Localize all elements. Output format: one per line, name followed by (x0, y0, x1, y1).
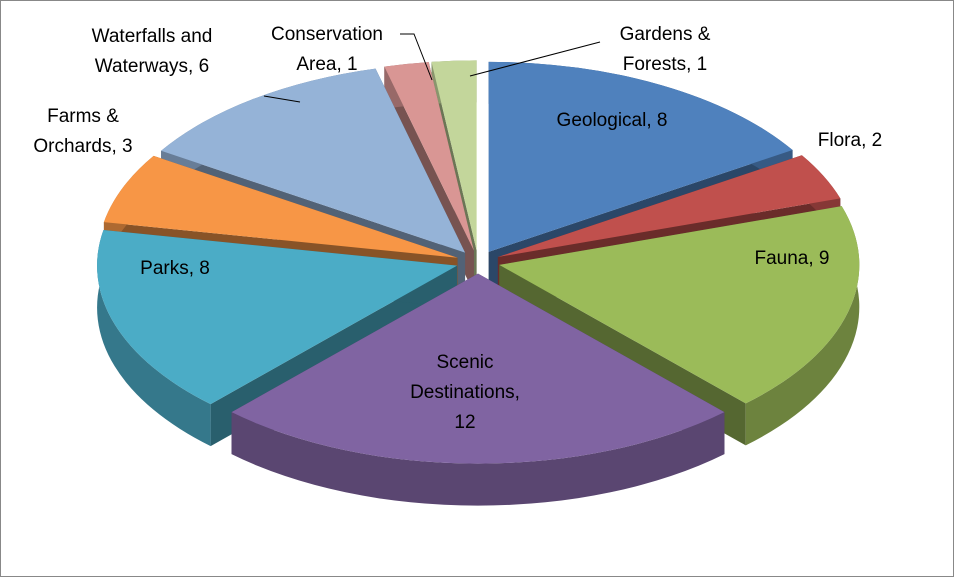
leader-line (263, 95, 301, 103)
data-label: Geological, 8 (557, 110, 668, 131)
data-label-line: Flora, 2 (818, 130, 882, 151)
data-label-line: Waterways, 6 (95, 56, 209, 77)
slice-top (97, 229, 458, 405)
slice-top (161, 68, 466, 253)
slice-top (497, 155, 841, 258)
data-label: Gardens & Forests, 1 (620, 24, 711, 75)
slice-wall (97, 229, 211, 447)
slice-top (488, 61, 793, 252)
data-label-line: Parks, 8 (140, 258, 210, 279)
slice-top (431, 60, 477, 251)
data-label-line: Orchards, 3 (33, 136, 132, 157)
leader-line (400, 33, 433, 81)
data-label-line: Fauna, 9 (755, 248, 830, 269)
data-label: Scenic Destinations, 12 (410, 352, 520, 433)
pie (97, 60, 860, 506)
slice-top (499, 206, 860, 404)
slice-top (384, 62, 474, 251)
slice-top (103, 155, 458, 258)
data-label-line: Waterfalls and (92, 26, 213, 47)
data-label-line: Gardens & (620, 24, 711, 45)
data-label: Parks, 8 (140, 258, 210, 279)
slice-wall (231, 412, 725, 506)
leader-lines (263, 33, 601, 103)
data-label-line: Geological, 8 (557, 110, 668, 131)
slice-top (231, 273, 725, 464)
data-labels: Geological, 8 Flora, 2 Fauna, 9 Scenic Desti… (33, 24, 882, 433)
leader-line (469, 41, 601, 77)
data-label-line: Destinations, (410, 382, 520, 403)
data-label: Flora, 2 (818, 130, 882, 151)
data-label: Fauna, 9 (755, 248, 830, 269)
data-label: Farms & Orchards, 3 (33, 106, 132, 157)
data-label-line: Farms & (47, 106, 119, 127)
data-label-line: Forests, 1 (623, 54, 707, 75)
data-label-line: Area, 1 (296, 54, 357, 75)
data-label-line: Conservation (271, 24, 383, 45)
data-label: Waterfalls and Waterways, 6 (92, 26, 213, 77)
slice (231, 273, 725, 506)
data-label-line: Scenic (436, 352, 493, 373)
data-label: Conservation Area, 1 (271, 24, 383, 75)
data-label-line: 12 (454, 412, 475, 433)
